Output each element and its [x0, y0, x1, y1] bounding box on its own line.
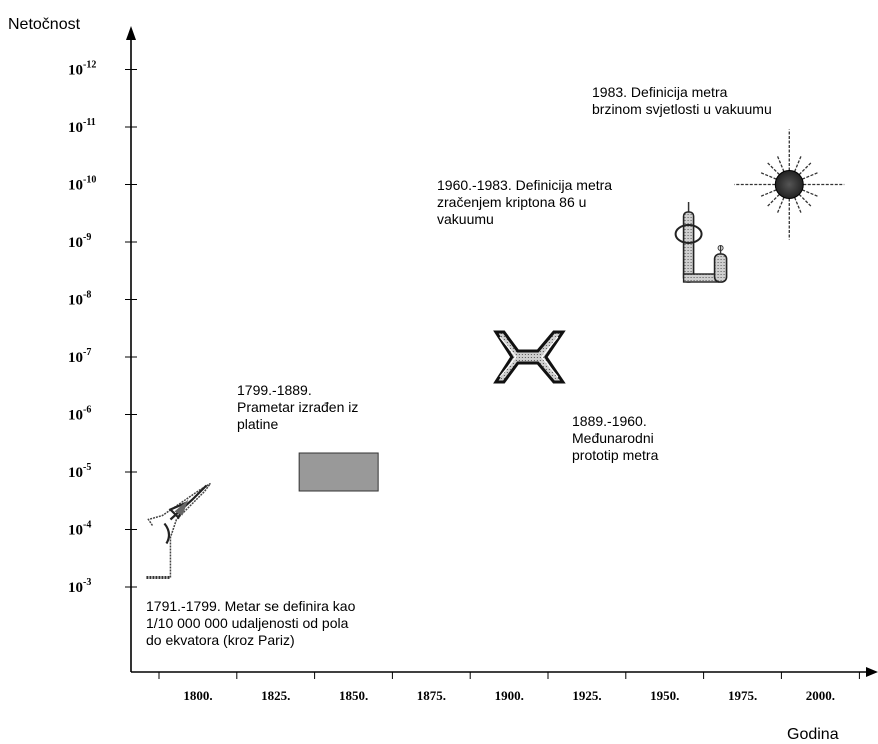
annotation-line: brzinom svjetlosti u vakuumu — [592, 101, 772, 117]
x-tick-label: 1975. — [728, 688, 757, 703]
annotation-line: vakuumu — [437, 211, 494, 227]
x-tick-label: 1950. — [650, 688, 679, 703]
annotation-line: prototip metra — [572, 447, 659, 463]
annotation-line: 1889.-1960. — [572, 413, 647, 429]
y-tick-label: 10-6 — [68, 405, 91, 424]
y-tick-label: 10-12 — [68, 60, 96, 79]
x-tick-label: 1925. — [572, 688, 601, 703]
x-tick-label: 2000. — [806, 688, 835, 703]
krypton-lamp-icon — [676, 202, 727, 282]
x-tick-label: 1800. — [183, 688, 212, 703]
annotation-line: platine — [237, 416, 278, 432]
annotation-line: 1960.-1983. Definicija metra — [437, 177, 612, 193]
y-tick-label: 10-4 — [68, 520, 91, 539]
y-ticks: 10-3 10-4 10-5 10-6 10-7 10-8 10-9 10-10 10-11 10… — [68, 60, 137, 597]
annotation-line: 1983. Definicija metra — [592, 84, 728, 100]
x-axis-arrow-icon — [866, 667, 878, 677]
y-axis-arrow-icon — [126, 26, 136, 40]
x-axis-title: Godina — [787, 726, 839, 743]
y-tick-label: 10-7 — [68, 347, 91, 366]
annotation-line: 1799.-1889. — [237, 382, 312, 398]
y-tick-label: 10-9 — [68, 232, 91, 251]
y-tick-label: 10-11 — [68, 117, 96, 136]
annotation-line: Međunarodni — [572, 430, 654, 446]
x-ticks: 1800. 1825. 1850. 1875. 1900. 1925. 1950. 1975.… — [159, 672, 859, 703]
annotation-line: zračenjem kriptona 86 u — [437, 194, 586, 210]
annotation-line: 1/10 000 000 udaljenosti od pola — [146, 615, 349, 631]
y-tick-label: 10-3 — [68, 577, 91, 596]
annotation-line: 1791.-1799. Metar se definira kao — [146, 598, 356, 614]
x-tick-label: 1850. — [339, 688, 368, 703]
x-tick-label: 1825. — [261, 688, 290, 703]
annotation-line: Prametar izrađen iz — [237, 399, 358, 415]
y-tick-label: 10-8 — [68, 290, 91, 309]
x-tick-label: 1900. — [495, 688, 524, 703]
y-tick-label: 10-5 — [68, 462, 91, 481]
annotation-line: do ekvatora (kroz Pariz) — [146, 632, 295, 648]
y-tick-label: 10-10 — [68, 175, 96, 194]
x-prototype-icon — [496, 332, 563, 382]
x-tick-label: 1875. — [417, 688, 446, 703]
light-burst-icon — [734, 130, 844, 240]
platinum-bar-icon — [299, 453, 378, 491]
y-axis-title: Netočnost — [8, 16, 81, 33]
eiffel-tower-icon — [146, 484, 210, 578]
